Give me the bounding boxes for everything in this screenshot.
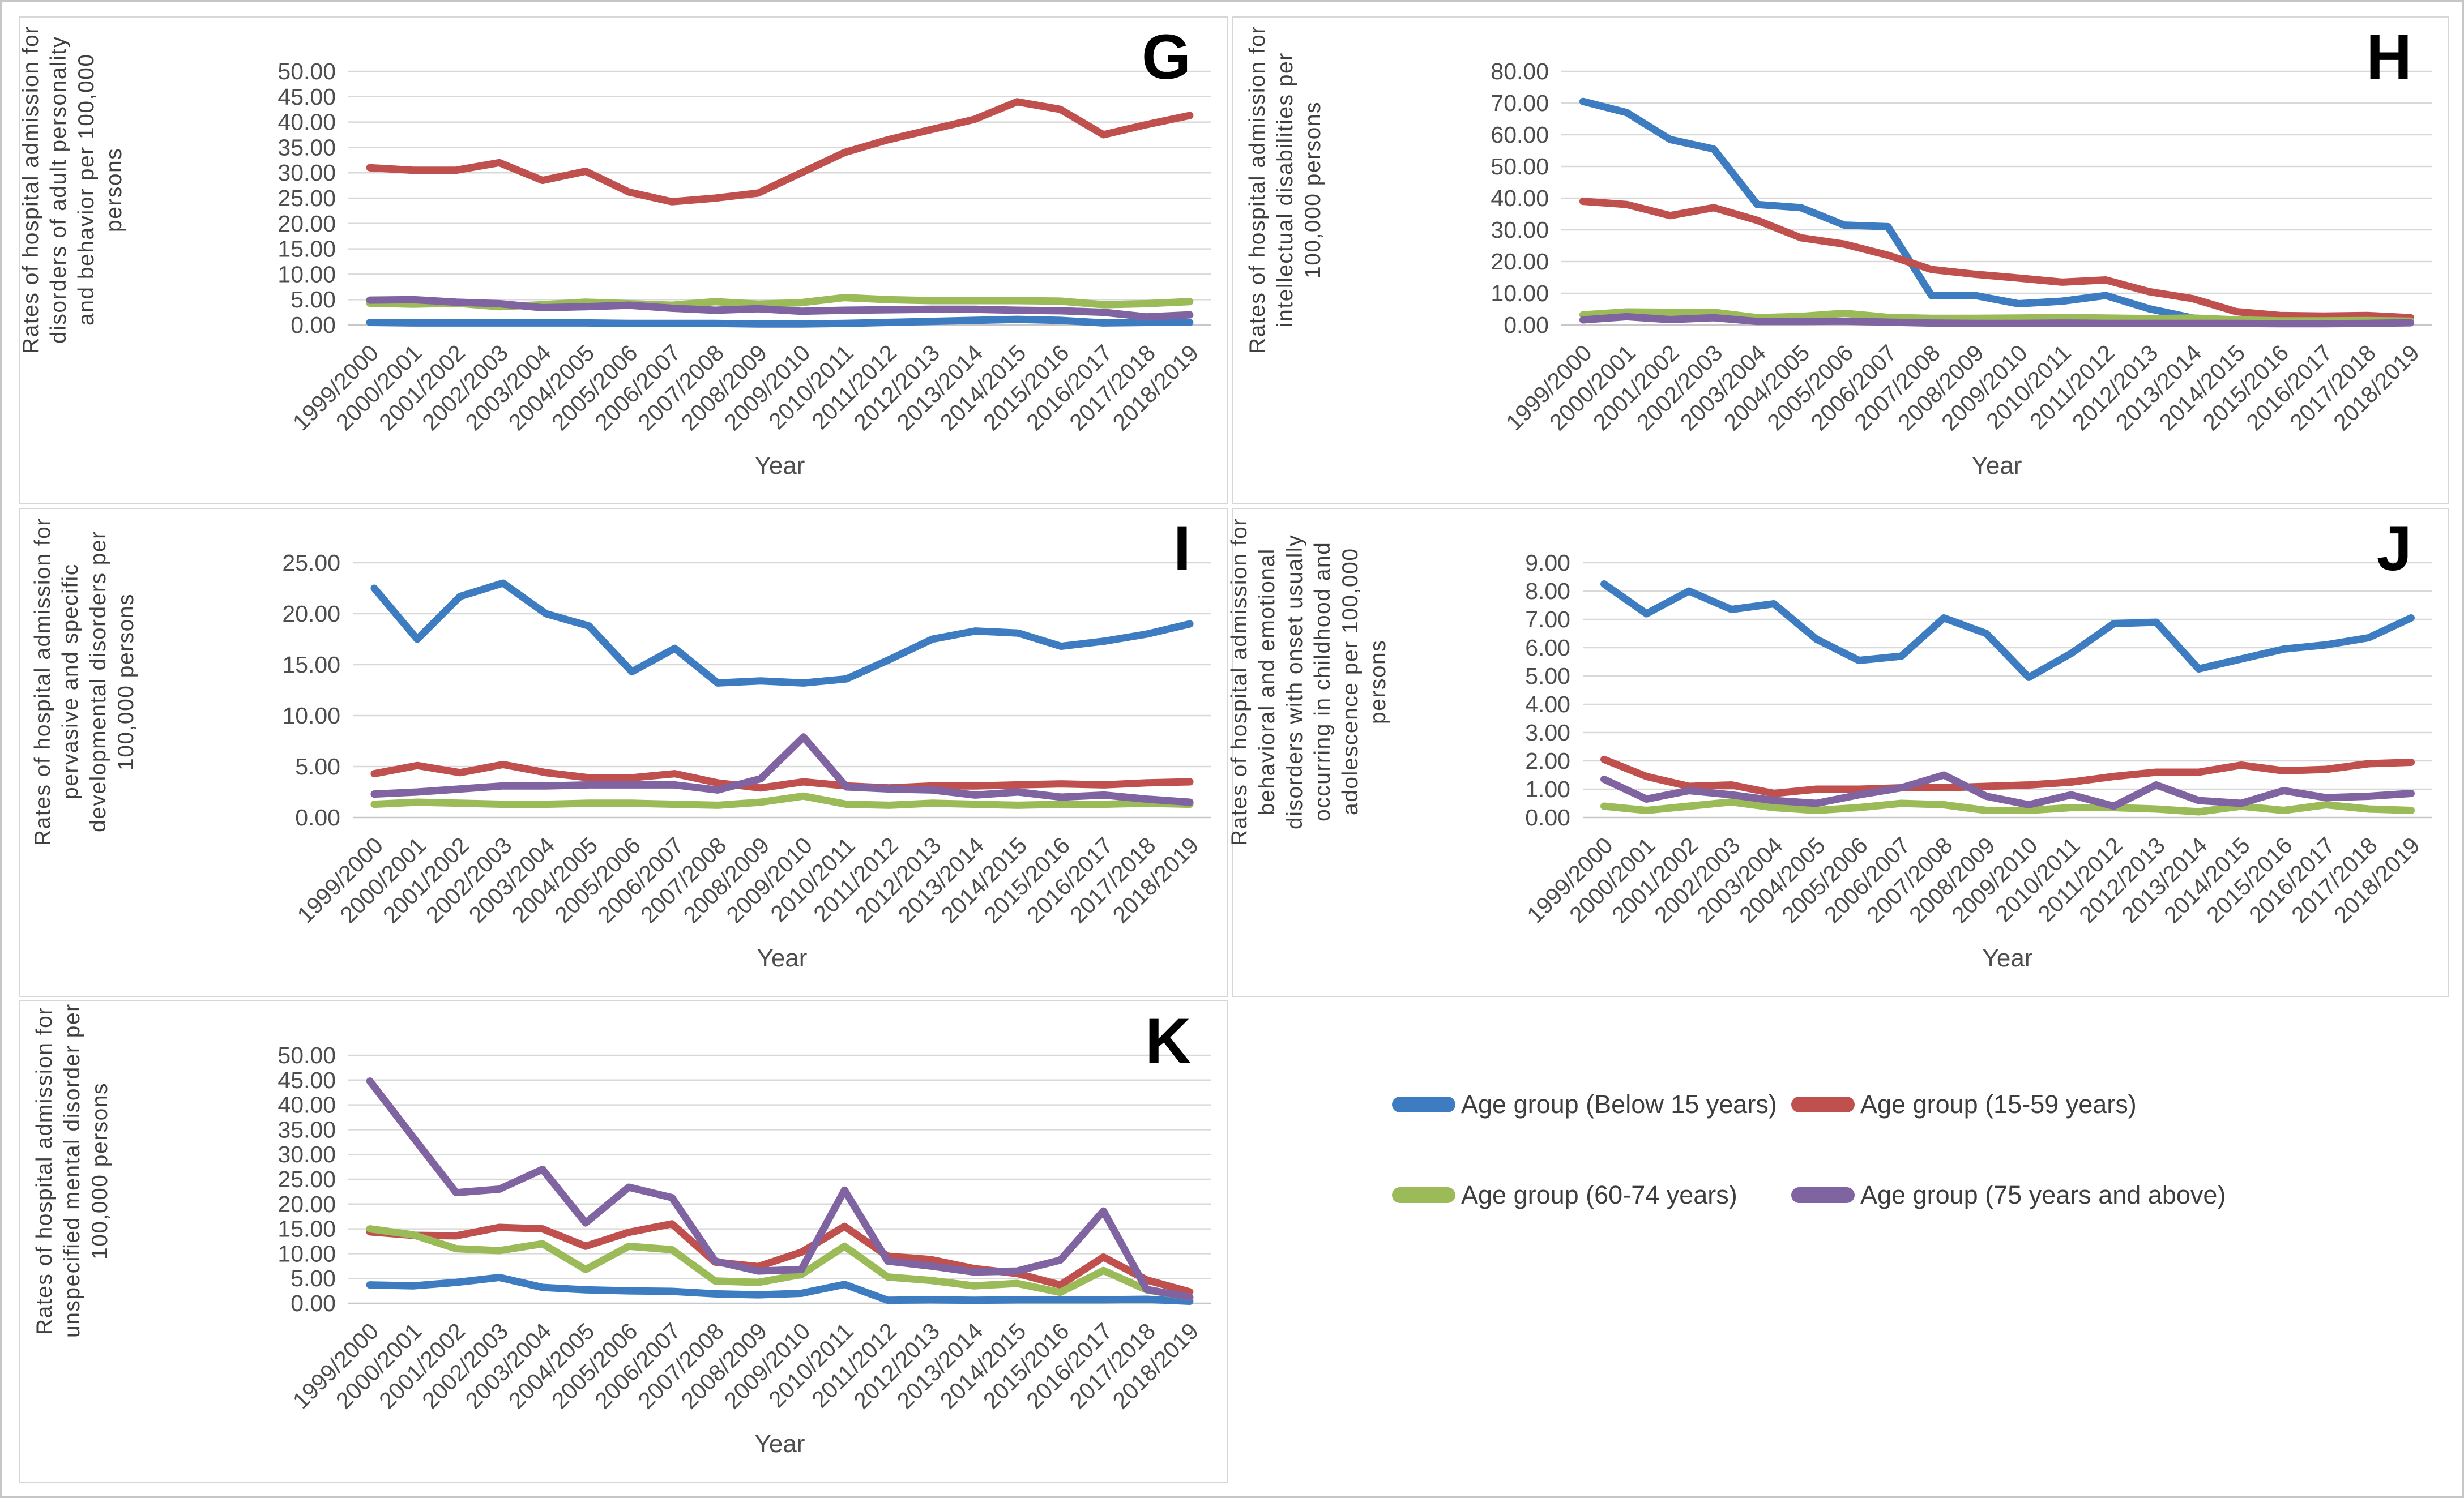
- svg-text:50.00: 50.00: [277, 1042, 336, 1068]
- svg-text:20.00: 20.00: [282, 601, 340, 627]
- panel-g: G Rates of hospital admission for disord…: [19, 16, 1228, 504]
- svg-text:10.00: 10.00: [1491, 280, 1549, 306]
- svg-text:5.00: 5.00: [291, 286, 336, 313]
- svg-text:1.00: 1.00: [1525, 776, 1570, 802]
- svg-text:40.00: 40.00: [277, 1092, 336, 1118]
- svg-text:0.00: 0.00: [295, 804, 340, 831]
- svg-text:9.00: 9.00: [1525, 550, 1570, 576]
- legend-item-below-15: Age group (Below 15 years): [1392, 1090, 1791, 1119]
- line-chart-h: 0.00 10.00 20.00 30.00 40.00 50.00 60.00 70.00 8…: [1338, 18, 2448, 503]
- y-axis-title-k: Rates of hospital admission for unspecif…: [32, 1003, 112, 1338]
- svg-text:0.00: 0.00: [291, 312, 336, 338]
- panel-j: J Rates of hospital admission for behavi…: [1227, 508, 2449, 997]
- legend-swatch-15-59: [1791, 1097, 1855, 1112]
- svg-text:70.00: 70.00: [1491, 90, 1549, 116]
- legend-item-60-74: Age group (60-74 years): [1392, 1180, 1791, 1210]
- svg-text:8.00: 8.00: [1525, 578, 1570, 604]
- svg-text:0.00: 0.00: [1525, 804, 1570, 831]
- svg-text:30.00: 30.00: [1491, 217, 1549, 243]
- svg-text:40.00: 40.00: [277, 109, 336, 135]
- svg-text:2.00: 2.00: [1525, 748, 1570, 774]
- svg-text:10.00: 10.00: [282, 703, 340, 729]
- svg-text:5.00: 5.00: [1525, 663, 1570, 689]
- svg-text:60.00: 60.00: [1491, 122, 1549, 148]
- svg-text:45.00: 45.00: [277, 84, 336, 110]
- svg-text:0.00: 0.00: [291, 1290, 336, 1316]
- legend-swatch-60-74: [1392, 1187, 1455, 1203]
- svg-text:25.00: 25.00: [277, 1166, 336, 1192]
- svg-text:30.00: 30.00: [277, 1141, 336, 1167]
- legend: Age group (Below 15 years) Age group (15…: [1392, 1090, 2434, 1210]
- svg-text:0.00: 0.00: [1504, 312, 1549, 338]
- svg-text:25.00: 25.00: [277, 185, 336, 211]
- y-axis-title-i: Rates of hospital admission for pervasiv…: [31, 517, 138, 846]
- svg-text:Year: Year: [1983, 944, 2033, 972]
- svg-text:Year: Year: [1972, 452, 2022, 480]
- panel-h: H Rates of hospital admission for intell…: [1232, 16, 2449, 504]
- svg-text:Year: Year: [755, 1430, 805, 1458]
- y-axis-title-j: Rates of hospital admission for behavior…: [1227, 517, 1390, 846]
- legend-label-below-15: Age group (Below 15 years): [1461, 1090, 1777, 1119]
- svg-text:5.00: 5.00: [295, 754, 340, 780]
- svg-text:Year: Year: [757, 944, 808, 972]
- panel-letter-k: K: [1145, 1005, 1191, 1076]
- panel-letter-g: G: [1141, 22, 1191, 92]
- legend-swatch-below-15: [1392, 1097, 1455, 1112]
- svg-text:50.00: 50.00: [1491, 153, 1549, 179]
- panel-letter-h: H: [2366, 22, 2412, 92]
- svg-text:50.00: 50.00: [277, 58, 336, 84]
- panel-i: I Rates of hospital admission for pervas…: [19, 508, 1228, 997]
- svg-text:3.00: 3.00: [1525, 720, 1570, 746]
- svg-text:10.00: 10.00: [277, 1240, 336, 1266]
- svg-text:15.00: 15.00: [282, 652, 340, 678]
- svg-text:15.00: 15.00: [277, 236, 336, 262]
- svg-text:45.00: 45.00: [277, 1067, 336, 1093]
- svg-text:35.00: 35.00: [277, 134, 336, 160]
- legend-label-60-74: Age group (60-74 years): [1461, 1180, 1737, 1209]
- svg-text:7.00: 7.00: [1525, 606, 1570, 632]
- legend-swatch-75-above: [1791, 1187, 1855, 1203]
- svg-text:Year: Year: [755, 452, 805, 480]
- svg-text:25.00: 25.00: [282, 550, 340, 576]
- panel-letter-i: I: [1173, 513, 1191, 584]
- svg-text:10.00: 10.00: [277, 261, 336, 287]
- panel-letter-j: J: [2376, 513, 2412, 584]
- y-axis-title-g: Rates of hospital admission for disorder…: [18, 25, 126, 354]
- legend-item-15-59: Age group (15-59 years): [1791, 1090, 2434, 1119]
- legend-label-75-above: Age group (75 years and above): [1860, 1180, 2226, 1209]
- svg-text:40.00: 40.00: [1491, 185, 1549, 211]
- y-axis-title-h: Rates of hospital admission for intellec…: [1245, 25, 1325, 354]
- line-chart-g: 0.00 5.00 10.00 15.00 20.00 25.00 30.00 35.00 40…: [125, 18, 1227, 503]
- svg-text:20.00: 20.00: [277, 1191, 336, 1217]
- panel-k: K Rates of hospital admission for unspec…: [19, 1000, 1228, 1483]
- svg-text:35.00: 35.00: [277, 1116, 336, 1142]
- legend-item-75-above: Age group (75 years and above): [1791, 1180, 2434, 1210]
- svg-text:80.00: 80.00: [1491, 58, 1549, 84]
- svg-text:5.00: 5.00: [291, 1265, 336, 1291]
- legend-label-15-59: Age group (15-59 years): [1860, 1090, 2137, 1119]
- line-chart-j: 0.00 1.00 2.00 3.00 4.00 5.00 6.00 7.00 8.00 9.00…: [1385, 509, 2448, 996]
- line-chart-k: 0.00 5.00 10.00 15.00 20.00 25.00 30.00 35.00 40…: [125, 1001, 1227, 1482]
- svg-text:20.00: 20.00: [1491, 249, 1549, 275]
- svg-text:30.00: 30.00: [277, 160, 336, 186]
- svg-text:15.00: 15.00: [277, 1216, 336, 1242]
- line-chart-i: 0.00 5.00 10.00 15.00 20.00 25.00 1999/2000 200…: [149, 509, 1227, 996]
- svg-text:20.00: 20.00: [277, 211, 336, 237]
- svg-text:4.00: 4.00: [1525, 691, 1570, 717]
- svg-text:6.00: 6.00: [1525, 635, 1570, 661]
